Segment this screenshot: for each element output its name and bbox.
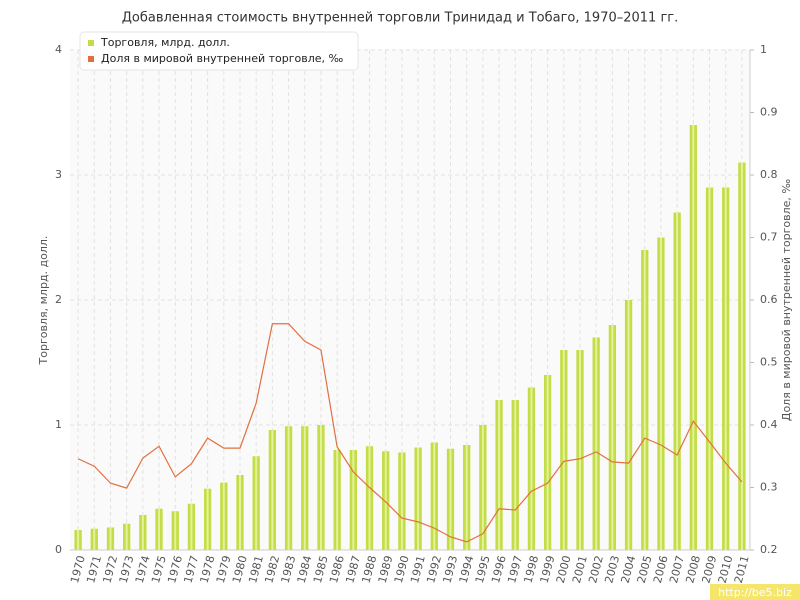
watermark: http://be5.biz	[718, 586, 792, 599]
bar-highlight	[255, 456, 258, 550]
y-tick-label: 0	[55, 543, 62, 556]
y-tick-label: 1	[55, 418, 62, 431]
bar-highlight	[400, 452, 403, 550]
y2-tick-label: 1	[760, 43, 767, 56]
bar-highlight	[287, 426, 290, 550]
bar-highlight	[303, 426, 306, 550]
bar-highlight	[692, 125, 695, 550]
bar-highlight	[659, 237, 662, 550]
legend-swatch	[88, 56, 94, 62]
bar-highlight	[319, 425, 322, 550]
legend: Торговля, млрд. долл. Доля в мировой внут…	[79, 31, 359, 71]
bar-highlight	[740, 162, 743, 550]
bar-highlight	[141, 515, 144, 550]
bar-highlight	[352, 450, 355, 550]
y2-tick-label: 0.8	[760, 168, 778, 181]
legend-label: Торговля, млрд. долл.	[100, 36, 230, 49]
chart-title: Добавленная стоимость внутренней торговл…	[122, 11, 679, 26]
bar-highlight	[611, 325, 614, 550]
bar-highlight	[206, 488, 209, 550]
legend-box	[79, 31, 359, 71]
y2-tick-label: 0.3	[760, 481, 778, 494]
bar-highlight	[433, 442, 436, 550]
y2-axis-label: Доля в мировой внутренней торговле, ‰	[780, 179, 793, 422]
bar-highlight	[562, 350, 565, 550]
y2-tick-label: 0.9	[760, 106, 778, 119]
bar-highlight	[676, 212, 679, 550]
bar-highlight	[498, 400, 501, 550]
bar-highlight	[465, 445, 468, 550]
bar-highlight	[708, 187, 711, 550]
bar-highlight	[158, 508, 161, 550]
bar-highlight	[368, 446, 371, 550]
bar-highlight	[417, 447, 420, 550]
y2-tick-label: 0.6	[760, 293, 778, 306]
bar-highlight	[174, 511, 177, 550]
bar-highlight	[222, 482, 225, 550]
bar-highlight	[93, 528, 96, 550]
y-tick-label: 3	[55, 168, 62, 181]
y-axis-label: Торговля, млрд. долл.	[37, 236, 50, 366]
y2-tick-label: 0.2	[760, 543, 778, 556]
bar-highlight	[190, 503, 193, 550]
bar-highlight	[336, 450, 339, 550]
bar-highlight	[384, 451, 387, 550]
bar-highlight	[125, 523, 128, 550]
bar-highlight	[449, 448, 452, 550]
line	[77, 323, 743, 543]
bar-highlight	[514, 400, 517, 550]
bar-highlight	[481, 425, 484, 550]
bar-highlight	[239, 475, 241, 550]
y2-tick-label: 0.4	[760, 418, 778, 431]
y-tick-label: 4	[55, 43, 62, 56]
y-tick-label: 2	[55, 293, 62, 306]
bar-highlight	[579, 350, 581, 550]
legend-swatch	[88, 40, 94, 46]
bar-highlight	[109, 527, 112, 550]
bar-highlight	[530, 387, 533, 550]
y2-tick-label: 0.7	[760, 231, 778, 244]
bar-highlight	[595, 337, 598, 550]
y2-tick-label: 0.5	[760, 356, 778, 369]
watermark-bg	[710, 584, 800, 600]
bar-highlight	[271, 430, 274, 550]
bar-highlight	[546, 375, 549, 550]
legend-label: Доля в мировой внутренней торговле, ‰	[101, 52, 344, 65]
bar-highlight	[724, 187, 727, 550]
bar-highlight	[77, 530, 80, 550]
bar-highlight	[643, 250, 646, 550]
bar-highlight	[627, 300, 630, 550]
